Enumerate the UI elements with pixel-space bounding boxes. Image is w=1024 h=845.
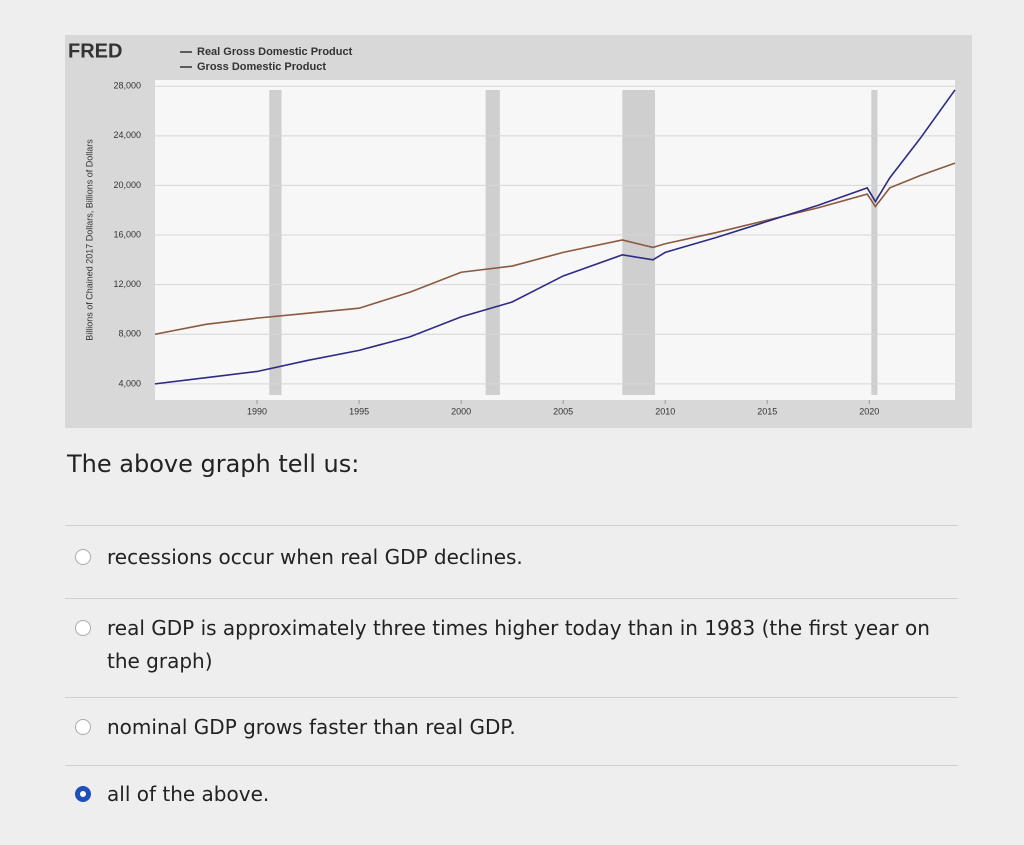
recession-band [269,90,282,395]
x-tick-label: 2010 [655,406,675,416]
y-tick-label: 8,000 [118,329,141,339]
chart: FRED Billions of Chained 2017 Dollars, B… [65,35,972,428]
legend-label: Real Gross Domestic Product [197,46,353,58]
series-line [154,162,956,336]
x-tick-label: 2000 [451,406,471,416]
option[interactable]: nominal GDP grows faster than real GDP. [75,711,935,744]
option-text: all of the above. [107,782,270,806]
separator [65,765,958,766]
y-tick-label: 16,000 [113,229,141,239]
separator [65,525,958,526]
y-tick-label: 4,000 [118,378,141,388]
plot-area [155,80,955,400]
legend-label: Gross Domestic Product [197,61,326,73]
brand: FRED [68,40,122,62]
option[interactable]: recessions occur when real GDP declines. [75,541,935,574]
x-tick-label: 2005 [553,406,573,416]
option[interactable]: real GDP is approximately three times hi… [75,612,935,678]
x-tick-label: 1995 [349,406,369,416]
recession-band [622,90,655,395]
y-tick-label: 28,000 [113,81,141,91]
separator [65,697,958,698]
x-tick-label: 2015 [757,406,777,416]
question-prompt: The above graph tell us: [67,450,360,478]
option-text: nominal GDP grows faster than real GDP. [107,715,516,739]
recession-band [485,90,500,395]
radio[interactable] [75,620,91,636]
option[interactable]: all of the above. [75,778,935,811]
y-axis-label: Billions of Chained 2017 Dollars, Billio… [84,139,94,341]
recession-band [871,90,878,395]
separator [65,598,958,599]
option-text: recessions occur when real GDP declines. [107,545,523,569]
radio[interactable] [75,786,91,802]
x-tick-label: 1990 [247,406,267,416]
radio[interactable] [75,549,91,565]
option-text: real GDP is approximately three times hi… [107,616,930,673]
series-line [154,89,956,385]
y-tick-label: 20,000 [113,180,141,190]
y-tick-label: 24,000 [113,130,141,140]
radio[interactable] [75,719,91,735]
y-tick-label: 12,000 [113,279,141,289]
x-tick-label: 2020 [859,406,879,416]
